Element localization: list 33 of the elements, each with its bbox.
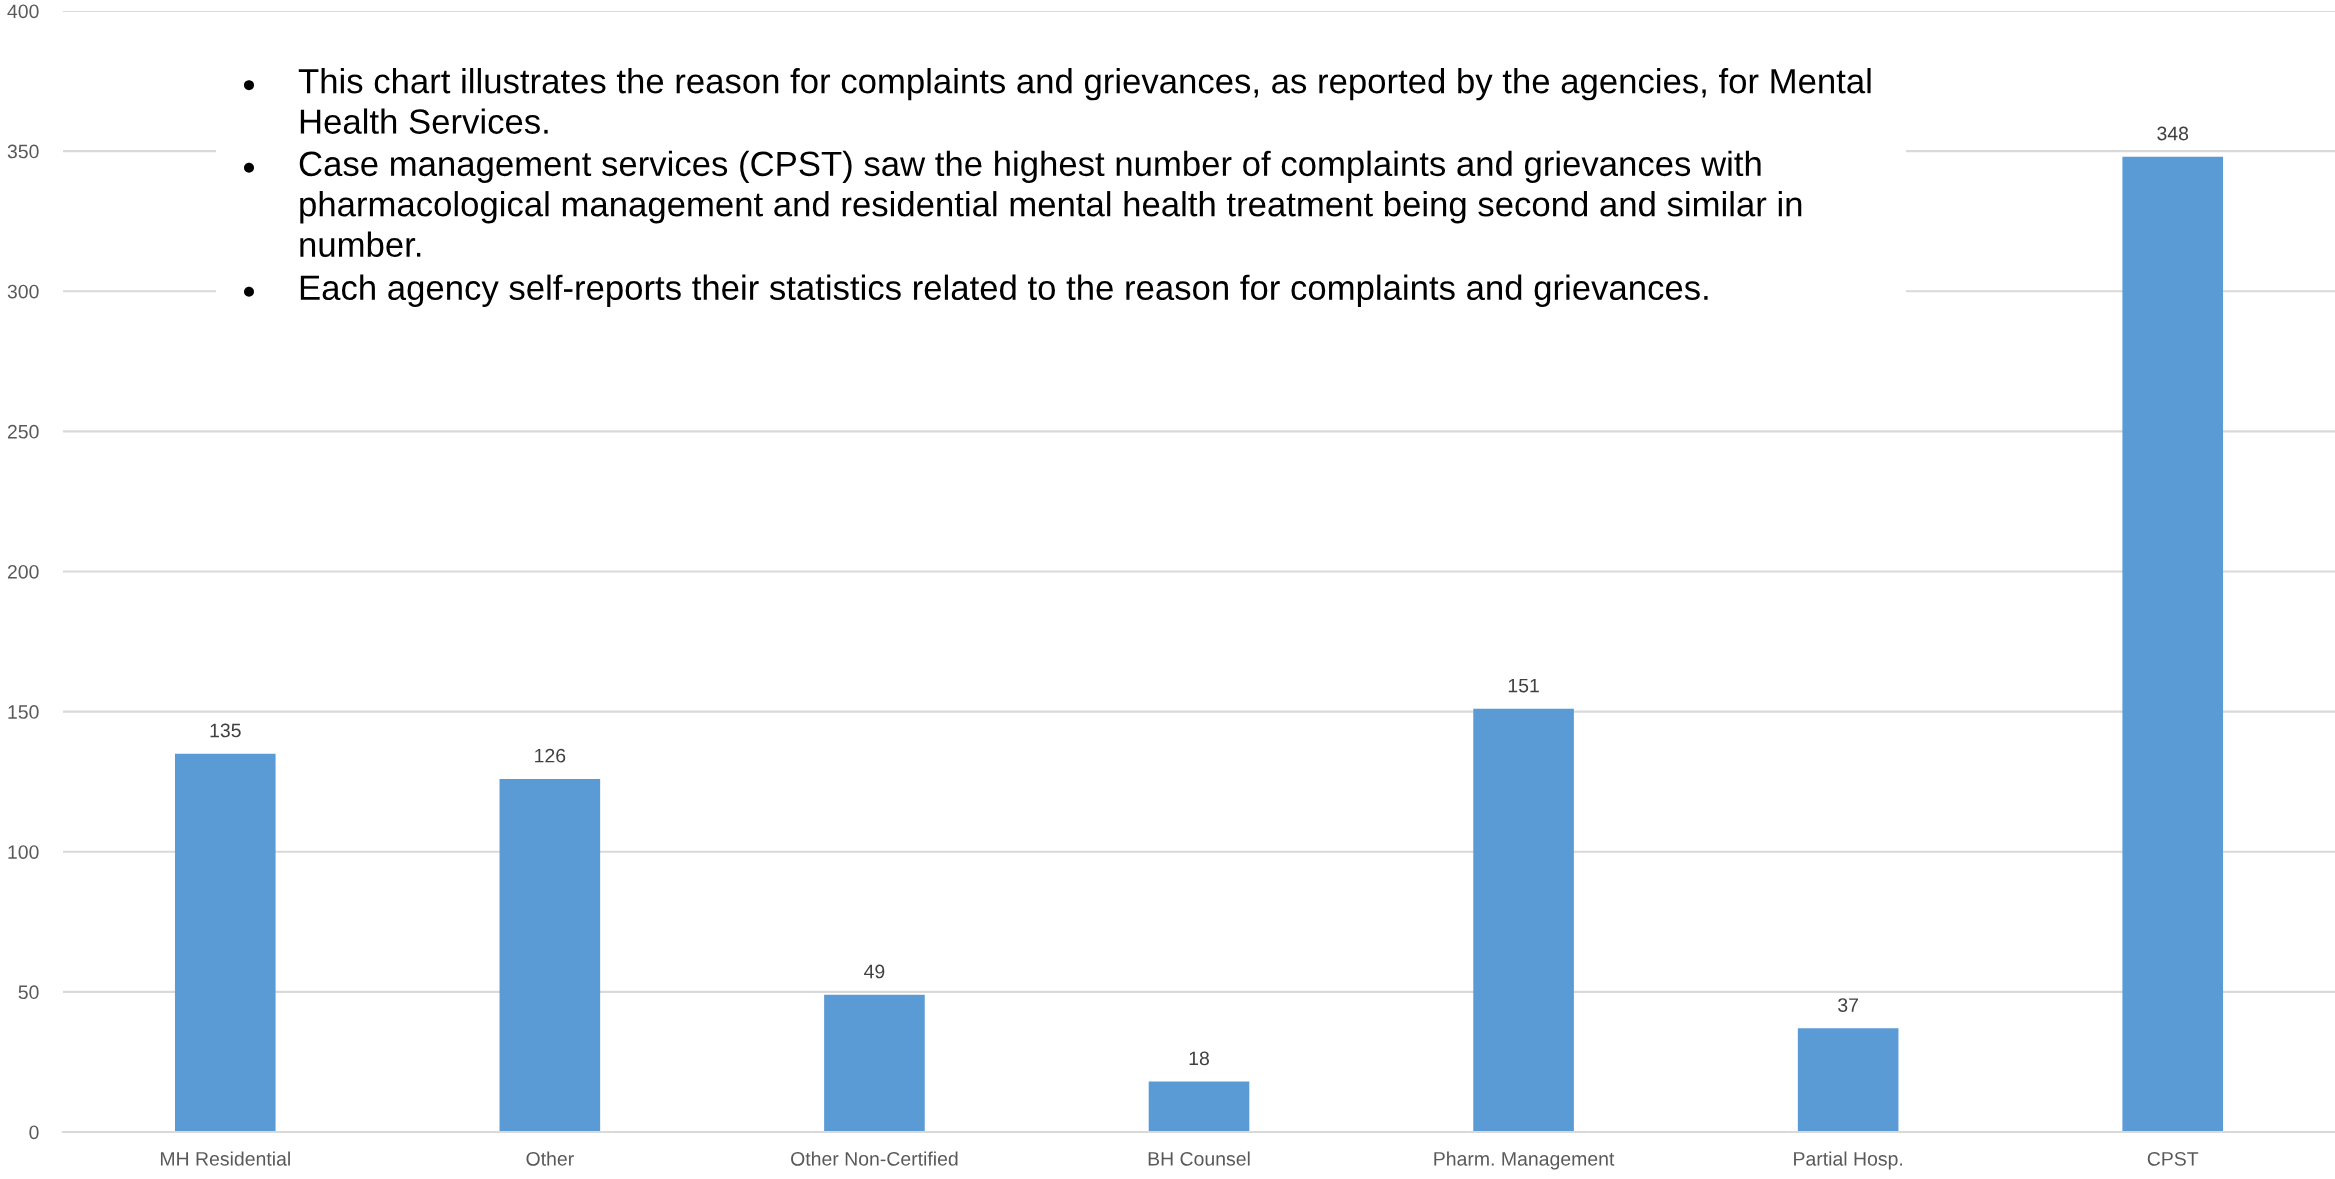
- y-tick-label: 350: [7, 144, 39, 159]
- x-tick-label: Pharm. Management: [1434, 1151, 1615, 1170]
- bar: [2122, 156, 2224, 1132]
- x-tick-label: MH Residential: [160, 1151, 290, 1166]
- bar: [174, 753, 276, 1132]
- data-label: 348: [2157, 126, 2189, 141]
- bar: [1473, 708, 1574, 1132]
- data-label: 18: [1189, 1051, 1209, 1066]
- x-tick-label: Partial Hosp.: [1794, 1151, 1903, 1170]
- annotation: Each agency self-reports their statistics related to the reason for complaints and grievances.: [300, 274, 1708, 307]
- y-tick-label: 250: [7, 424, 39, 439]
- y-tick-label: 0: [29, 1125, 39, 1140]
- data-label: 37: [1838, 998, 1858, 1012]
- bar: [499, 778, 601, 1132]
- annotation: Case management services (CPST) saw the highest number of complaints and grievances with pharmacological management and residential mental health treatment being second and similar in number.: [299, 150, 1802, 257]
- annotation: This chart illustrates the reason for complaints and grievances, as reported by the agencies, for Mental Health Services.: [298, 68, 1871, 134]
- data-label: 151: [1508, 678, 1539, 693]
- x-tick-label: BH Counsel: [1148, 1151, 1250, 1166]
- x-tick-label: CPST: [2147, 1151, 2199, 1166]
- y-tick-label: 150: [8, 705, 39, 719]
- data-label: 126: [535, 748, 566, 763]
- y-tick-label: 100: [8, 845, 39, 859]
- x-tick-label: Other: [526, 1151, 574, 1166]
- bar: [1797, 1028, 1899, 1132]
- y-tick-label: 50: [18, 985, 39, 1000]
- x-tick-label: Other Non-Certified: [791, 1151, 958, 1166]
- y-tick-label: 300: [7, 284, 39, 299]
- data-label: 49: [864, 964, 885, 979]
- data-label: 135: [210, 723, 241, 738]
- y-tick-label: 200: [7, 564, 39, 579]
- bar: [1148, 1081, 1250, 1132]
- y-tick-label: 400: [7, 4, 39, 19]
- bar: [824, 994, 925, 1132]
